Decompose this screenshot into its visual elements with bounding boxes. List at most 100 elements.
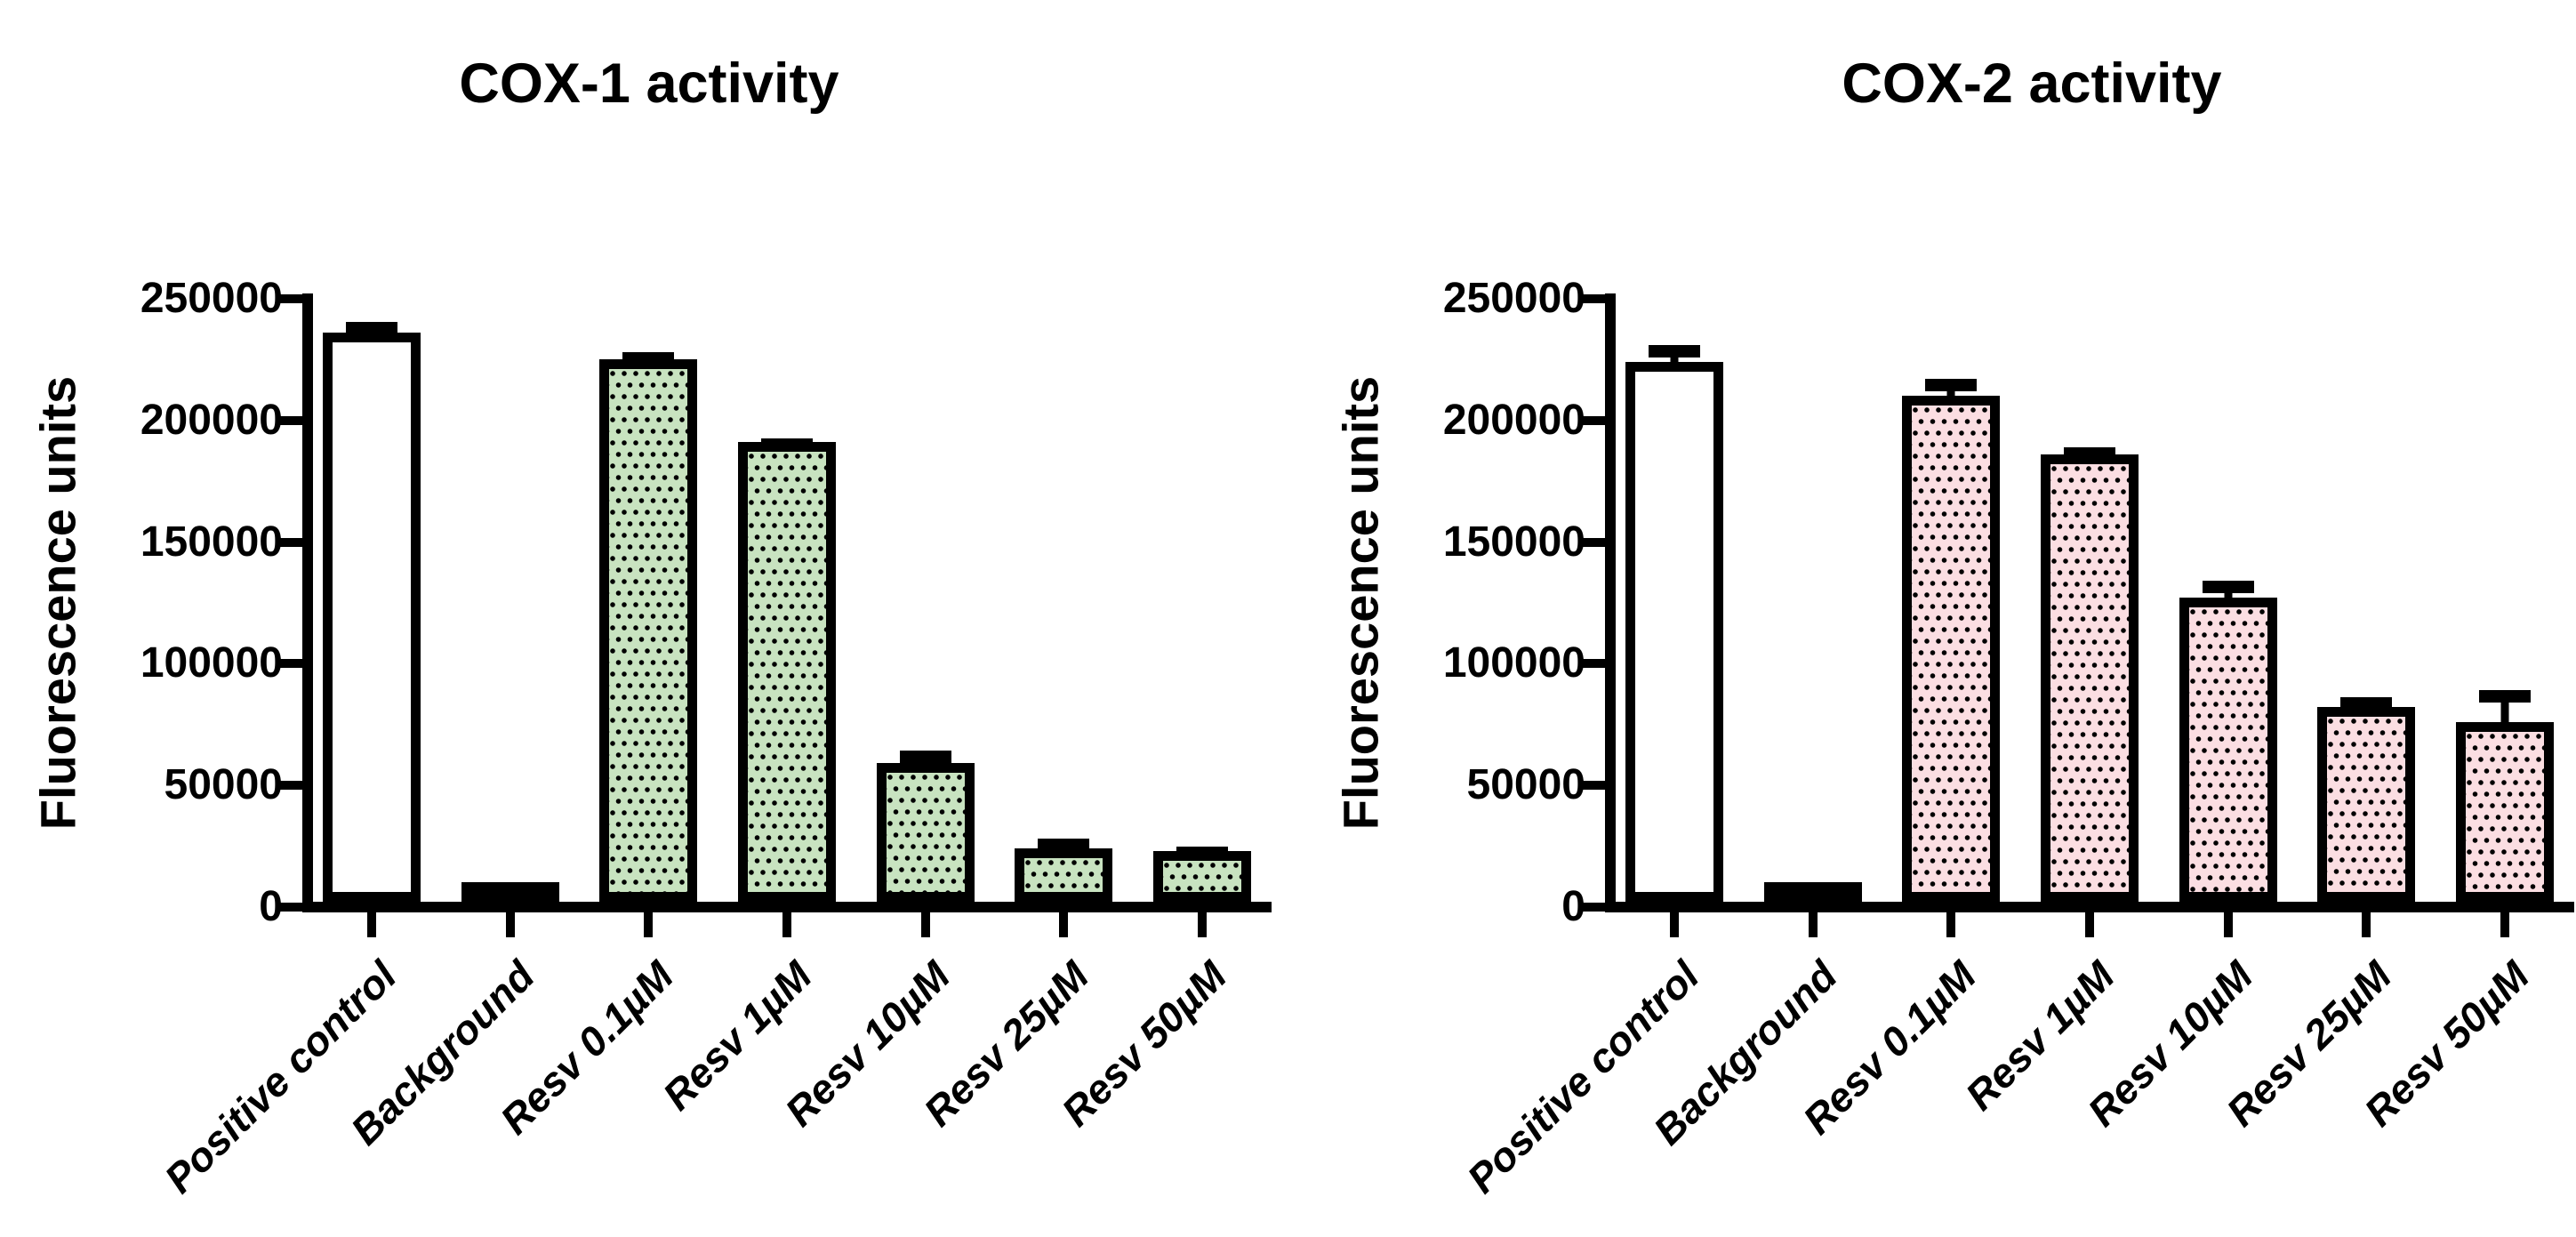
x-tick-mark <box>1669 912 1679 937</box>
bar-group <box>1744 293 1882 902</box>
x-ticks <box>302 912 1272 937</box>
y-tick-label: 250000 <box>1442 275 1585 322</box>
y-tick-label: 150000 <box>140 518 283 566</box>
x-category-labels: Positive control Background Resv 0.1µM Resv… <box>1458 941 2574 1234</box>
y-tick-mark <box>1580 659 1610 668</box>
error-bar <box>345 322 397 345</box>
error-bar-cap <box>2479 690 2532 703</box>
y-tick-mark <box>1580 781 1610 790</box>
error-bar-cap <box>1648 345 1700 357</box>
y-tick-label: 200000 <box>1442 397 1585 444</box>
error-bar <box>1648 345 1700 374</box>
bar-group <box>579 293 718 902</box>
bar-resv-0.1-m <box>1902 396 2001 902</box>
chart-title: COX-1 activity <box>459 52 839 116</box>
chart-title: COX-2 activity <box>1842 52 2222 116</box>
x-tick-mark <box>2223 912 2233 937</box>
x-tick-mark <box>2362 912 2371 937</box>
bar-positive-control <box>322 333 421 902</box>
x-ticks <box>1605 912 2574 937</box>
y-tick-label: 100000 <box>1442 639 1585 687</box>
y-tick-label: 0 <box>259 883 283 930</box>
error-bar-stem <box>1670 345 1679 374</box>
x-axis-line <box>1605 902 2574 912</box>
bar-group <box>302 293 441 902</box>
y-tick-label: 0 <box>1561 883 1585 930</box>
x-tick-slot <box>1882 912 2020 937</box>
error-bar-cap <box>2202 581 2254 593</box>
x-tick-slot <box>1133 912 1272 937</box>
error-bar-cap <box>2340 697 2393 710</box>
error-bar <box>2064 447 2116 467</box>
bar-resv-10-m <box>2179 598 2277 902</box>
bar-group <box>2020 293 2159 902</box>
error-bar-cap <box>899 751 951 763</box>
x-tick-mark <box>2085 912 2095 937</box>
bar-group <box>1133 293 1272 902</box>
error-bar <box>622 352 675 372</box>
x-tick-mark <box>782 912 792 937</box>
bar-background <box>461 882 559 902</box>
error-bar-stem <box>2500 690 2509 735</box>
x-tick-mark <box>644 912 654 937</box>
y-tick-mark <box>1580 294 1610 303</box>
x-tick-slot <box>302 912 441 937</box>
x-tick-slot <box>2436 912 2574 937</box>
x-tick-slot <box>441 912 580 937</box>
y-axis-line <box>1605 293 1616 912</box>
bar-resv-25-m <box>1015 848 1113 902</box>
x-category-label: Positive control <box>1457 952 1708 1202</box>
x-category-labels: Positive control Background Resv 0.1µM Resv… <box>156 941 1272 1234</box>
y-tick-mark <box>1580 416 1610 425</box>
x-tick-mark <box>2500 912 2510 937</box>
y-tick-mark <box>277 294 308 303</box>
x-label-slot: Resv 50µM <box>2355 941 2574 1234</box>
bar-positive-control <box>1625 362 1723 902</box>
bar-group <box>995 293 1134 902</box>
error-bar <box>2202 581 2254 610</box>
bar-resv-10-m <box>876 763 975 902</box>
bar-resv-1-m <box>738 442 837 902</box>
y-axis-line <box>302 293 313 912</box>
y-tick-label: 50000 <box>1466 761 1585 808</box>
error-bar <box>899 751 951 775</box>
y-tick-mark <box>277 416 308 425</box>
error-bar <box>1038 839 1090 861</box>
y-tick-mark <box>1580 903 1610 912</box>
x-tick-slot <box>1605 912 1744 937</box>
bar-group <box>2298 293 2436 902</box>
cox2-activity-chart: COX-2 activity Fluorescence units 250000… <box>1303 0 2576 1237</box>
error-bar-cap <box>345 322 397 334</box>
bar-group <box>856 293 995 902</box>
bar-group <box>441 293 580 902</box>
y-tick-mark <box>277 659 308 668</box>
x-label-slot: Resv 50µM <box>1053 941 1272 1234</box>
cox1-activity-chart: COX-1 activity Fluorescence units 250000… <box>30 52 1272 1234</box>
x-tick-slot <box>2159 912 2298 937</box>
error-bar <box>2479 690 2532 735</box>
bar-resv-50-m <box>1153 851 1252 902</box>
bar-background <box>1763 882 1862 902</box>
error-bar <box>1925 379 1978 408</box>
error-bar-cap <box>1925 379 1978 391</box>
y-tick-label: 250000 <box>140 275 283 322</box>
x-tick-slot <box>2298 912 2436 937</box>
x-tick-mark <box>920 912 930 937</box>
bar-group <box>1882 293 2020 902</box>
x-tick-slot <box>856 912 995 937</box>
x-tick-mark <box>366 912 376 937</box>
x-tick-mark <box>505 912 515 937</box>
y-tick-mark <box>277 781 308 790</box>
bar-group <box>1605 293 1744 902</box>
bar-resv-1-m <box>2041 454 2139 902</box>
error-bar <box>2340 697 2393 719</box>
plot-area <box>1605 293 2574 902</box>
y-tick-label: 100000 <box>140 639 283 687</box>
x-tick-mark <box>1946 912 1956 937</box>
y-tick-mark <box>277 903 308 912</box>
x-tick-slot <box>579 912 718 937</box>
x-tick-slot <box>1744 912 1882 937</box>
bar-resv-0.1-m <box>599 359 698 902</box>
y-tick-mark <box>1580 538 1610 547</box>
